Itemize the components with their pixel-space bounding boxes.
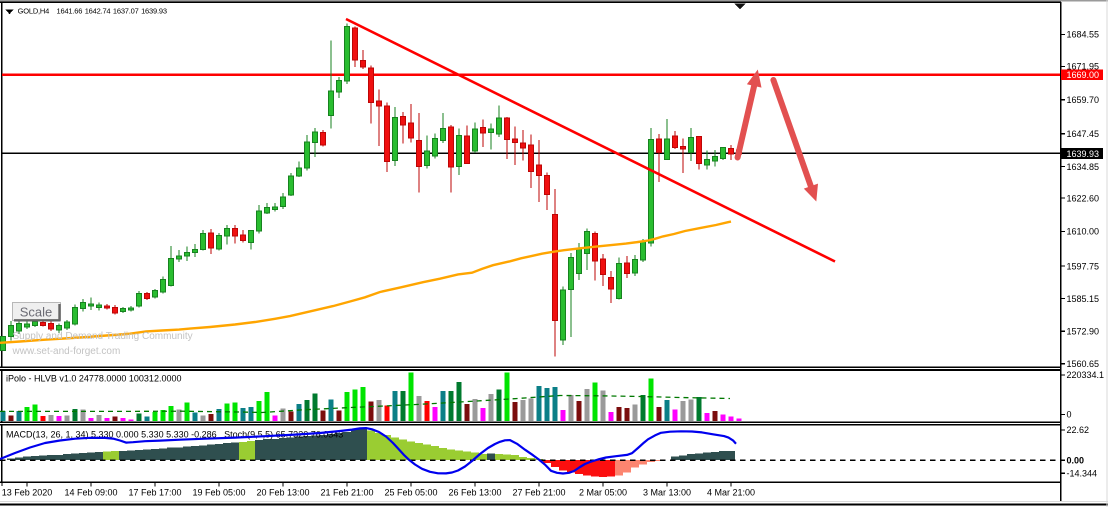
- svg-text:14 Feb 09:00: 14 Feb 09:00: [64, 488, 117, 498]
- svg-text:3 Mar 13:00: 3 Mar 13:00: [643, 488, 691, 498]
- svg-text:13 Feb 2020: 13 Feb 2020: [2, 488, 53, 498]
- svg-text:19 Feb 05:00: 19 Feb 05:00: [192, 488, 245, 498]
- svg-text:1669.00: 1669.00: [1067, 70, 1100, 80]
- svg-text:1572.90: 1572.90: [1067, 326, 1100, 336]
- svg-text:1585.15: 1585.15: [1067, 294, 1100, 304]
- svg-text:0: 0: [1067, 410, 1072, 420]
- svg-text:1671.95: 1671.95: [1067, 62, 1100, 72]
- svg-text:220334.1: 220334.1: [1067, 370, 1105, 380]
- svg-text:0.00: 0.00: [1067, 455, 1085, 465]
- svg-text:27 Feb 21:00: 27 Feb 21:00: [512, 488, 565, 498]
- svg-text:1641.66 1642.74 1637.07 1639.9: 1641.66 1642.74 1637.07 1639.93: [57, 7, 167, 16]
- svg-text:iPolo - HLVB v1.0 24778.0000 1: iPolo - HLVB v1.0 24778.0000 100312.0000: [6, 374, 181, 384]
- svg-text:-14.344: -14.344: [1067, 469, 1098, 479]
- svg-text:Supply and Demand Trading Comm: Supply and Demand Trading Community: [13, 331, 193, 342]
- svg-text:20 Feb 13:00: 20 Feb 13:00: [256, 488, 309, 498]
- svg-text:1647.45: 1647.45: [1067, 129, 1100, 139]
- svg-text:1634.85: 1634.85: [1067, 162, 1100, 172]
- svg-text:MACD(13, 26, 1, 34) 5.330 0.00: MACD(13, 26, 1, 34) 5.330 0.000 5.330 5.…: [6, 430, 343, 440]
- svg-text:Scale: Scale: [20, 305, 53, 320]
- svg-text:1659.70: 1659.70: [1067, 95, 1100, 105]
- svg-text:1597.75: 1597.75: [1067, 261, 1100, 271]
- svg-text:1560.65: 1560.65: [1067, 359, 1100, 369]
- svg-text:1684.55: 1684.55: [1067, 30, 1100, 40]
- svg-text:4 Mar 21:00: 4 Mar 21:00: [707, 488, 755, 498]
- svg-text:21 Feb 21:00: 21 Feb 21:00: [320, 488, 373, 498]
- svg-text:22.62: 22.62: [1067, 425, 1090, 435]
- svg-text:1639.93: 1639.93: [1067, 149, 1100, 159]
- svg-text:1622.60: 1622.60: [1067, 193, 1100, 203]
- svg-text:1610.00: 1610.00: [1067, 227, 1100, 237]
- svg-text:2 Mar 05:00: 2 Mar 05:00: [579, 488, 627, 498]
- svg-text:26 Feb 13:00: 26 Feb 13:00: [448, 488, 501, 498]
- svg-text:GOLD,H4: GOLD,H4: [18, 7, 50, 16]
- svg-text:25 Feb 05:00: 25 Feb 05:00: [384, 488, 437, 498]
- svg-text:www.set-and-forget.com: www.set-and-forget.com: [12, 346, 121, 357]
- svg-text:17 Feb 17:00: 17 Feb 17:00: [128, 488, 181, 498]
